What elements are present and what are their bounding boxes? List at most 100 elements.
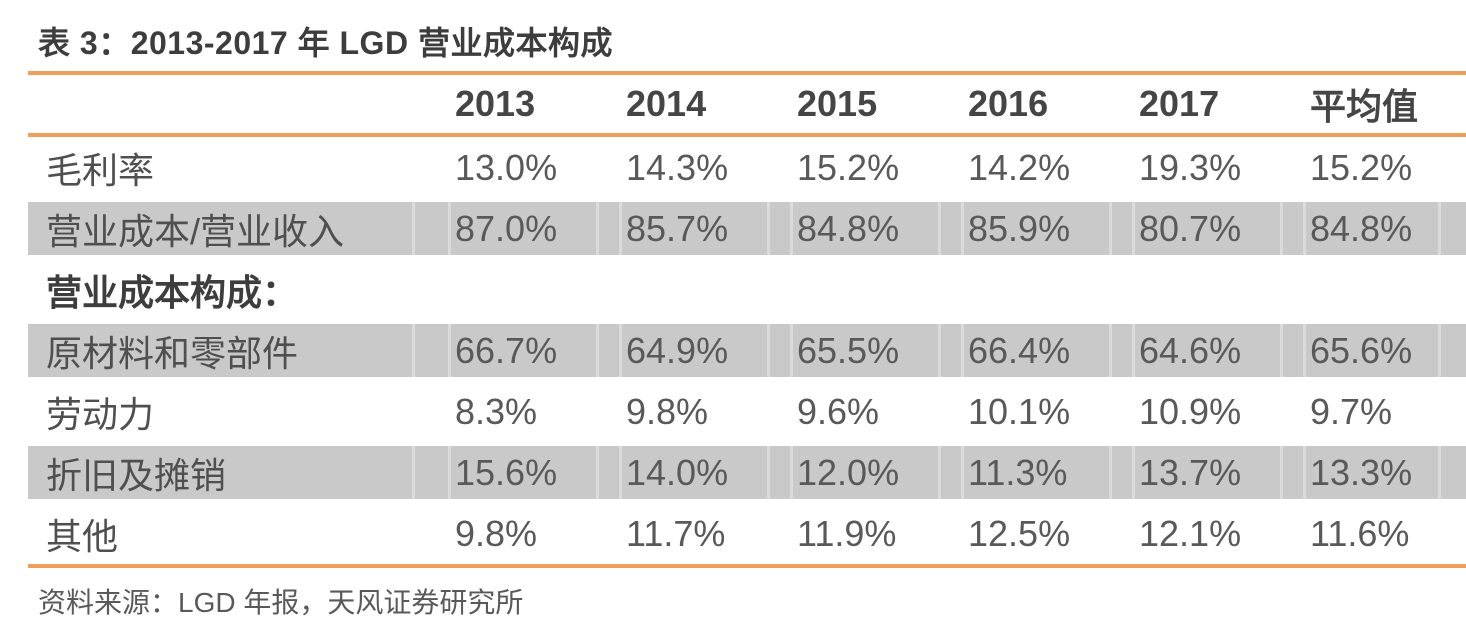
row-value: 8.3%: [455, 390, 538, 432]
column-header-2014: 2014: [626, 83, 707, 124]
row-spacer: [596, 202, 619, 255]
row-value: 13.0%: [455, 146, 558, 188]
table-row: 其他 9.8% 11.7% 11.9% 12.5% 12.1% 11.6%: [28, 503, 1466, 564]
row-value: 19.3%: [1139, 146, 1242, 188]
column-header-平均值: 平均值: [1310, 86, 1419, 127]
row-spacer: [1280, 202, 1303, 255]
row-value: 64.9%: [619, 324, 767, 377]
row-label: 营业成本构成：: [46, 271, 299, 313]
row-value: [790, 259, 938, 320]
row-spacer: [938, 202, 961, 255]
row-value: 15.2%: [1310, 146, 1413, 188]
row-value: [961, 259, 1109, 320]
row-spacer: [1109, 202, 1132, 255]
row-value: 14.2%: [968, 146, 1071, 188]
table-top-rule: [28, 71, 1466, 75]
row-label: 折旧及摊销: [28, 446, 412, 499]
row-spacer: [596, 381, 619, 442]
row-value: 65.6%: [1303, 324, 1438, 377]
row-value: 14.0%: [619, 446, 767, 499]
row-label: 劳动力: [46, 393, 155, 435]
row-value: 87.0%: [448, 202, 596, 255]
row-label: 其他: [46, 515, 119, 557]
row-spacer: [1109, 324, 1132, 377]
row-value: 66.7%: [448, 324, 596, 377]
row-value: 13.3%: [1303, 446, 1438, 499]
column-header-2015: 2015: [797, 83, 878, 124]
row-spacer: [938, 503, 961, 564]
row-label: 营业成本/营业收入: [28, 202, 412, 255]
row-value: 9.6%: [797, 390, 880, 432]
row-spacer: [938, 137, 961, 198]
row-spacer: [412, 503, 448, 564]
row-spacer: [1109, 446, 1132, 499]
row-value: 11.9%: [797, 512, 897, 554]
column-header-2013: 2013: [455, 83, 536, 124]
row-spacer: [412, 381, 448, 442]
row-value: 15.2%: [797, 146, 900, 188]
row-spacer: [938, 259, 961, 320]
header-trailing-spacer: [1438, 75, 1466, 133]
header-spacer: [596, 75, 619, 133]
table-title: 表 3：2013-2017 年 LGD 营业成本构成: [38, 25, 613, 61]
row-value: 11.3%: [961, 446, 1109, 499]
row-value: 9.8%: [626, 390, 709, 432]
row-value: 9.7%: [1310, 390, 1393, 432]
header-spacer: [412, 75, 448, 133]
table-row: 原材料和零部件 66.7% 64.9% 65.5% 66.4% 64.6% 65.6%: [28, 320, 1466, 381]
row-spacer: [767, 503, 790, 564]
header-spacer: [1109, 75, 1132, 133]
table-row: 营业成本/营业收入 87.0% 85.7% 84.8% 85.9% 80.7% 84.8%: [28, 198, 1466, 259]
table-bottom-rule: [28, 564, 1466, 568]
column-header-2016: 2016: [968, 83, 1049, 124]
row-spacer: [1280, 137, 1303, 198]
row-spacer: [596, 446, 619, 499]
table-row: 营业成本构成：: [28, 259, 1466, 320]
row-spacer: [1109, 503, 1132, 564]
row-value: [448, 259, 596, 320]
row-value: 12.0%: [790, 446, 938, 499]
row-spacer: [596, 137, 619, 198]
row-value: 15.6%: [448, 446, 596, 499]
row-spacer: [767, 259, 790, 320]
row-label: 毛利率: [46, 149, 155, 191]
header-empty-cell: [28, 75, 412, 133]
header-spacer: [1280, 75, 1303, 133]
row-trailing-spacer: [1438, 446, 1466, 499]
row-spacer: [767, 324, 790, 377]
row-spacer: [1280, 324, 1303, 377]
header-spacer: [938, 75, 961, 133]
row-trailing-spacer: [1438, 324, 1466, 377]
row-spacer: [412, 202, 448, 255]
row-spacer: [938, 446, 961, 499]
row-spacer: [1280, 381, 1303, 442]
row-spacer: [596, 259, 619, 320]
row-spacer: [1280, 446, 1303, 499]
row-value: 80.7%: [1132, 202, 1280, 255]
row-spacer: [767, 381, 790, 442]
table-row: 毛利率 13.0% 14.3% 15.2% 14.2% 19.3% 15.2%: [28, 137, 1466, 198]
column-header-2017: 2017: [1139, 83, 1220, 124]
financial-table: 2013 2014 2015 2016 2017 平均值 毛利率 13.0% 14.3% 15.…: [28, 71, 1466, 568]
row-spacer: [412, 259, 448, 320]
row-value: [619, 259, 767, 320]
row-spacer: [412, 324, 448, 377]
row-spacer: [1109, 137, 1132, 198]
row-spacer: [1109, 259, 1132, 320]
row-trailing-spacer: [1438, 381, 1466, 442]
row-trailing-spacer: [1438, 202, 1466, 255]
row-value: 14.3%: [626, 146, 729, 188]
row-spacer: [596, 503, 619, 564]
row-value: 64.6%: [1132, 324, 1280, 377]
row-spacer: [767, 446, 790, 499]
row-spacer: [767, 202, 790, 255]
row-value: 10.9%: [1139, 390, 1242, 432]
row-spacer: [767, 137, 790, 198]
row-value: 84.8%: [790, 202, 938, 255]
row-spacer: [596, 324, 619, 377]
table-row: 折旧及摊销 15.6% 14.0% 12.0% 11.3% 13.7% 13.3%: [28, 442, 1466, 503]
row-value: 85.9%: [961, 202, 1109, 255]
row-spacer: [412, 137, 448, 198]
row-trailing-spacer: [1438, 259, 1466, 320]
table-row: 劳动力 8.3% 9.8% 9.6% 10.1% 10.9% 9.7%: [28, 381, 1466, 442]
